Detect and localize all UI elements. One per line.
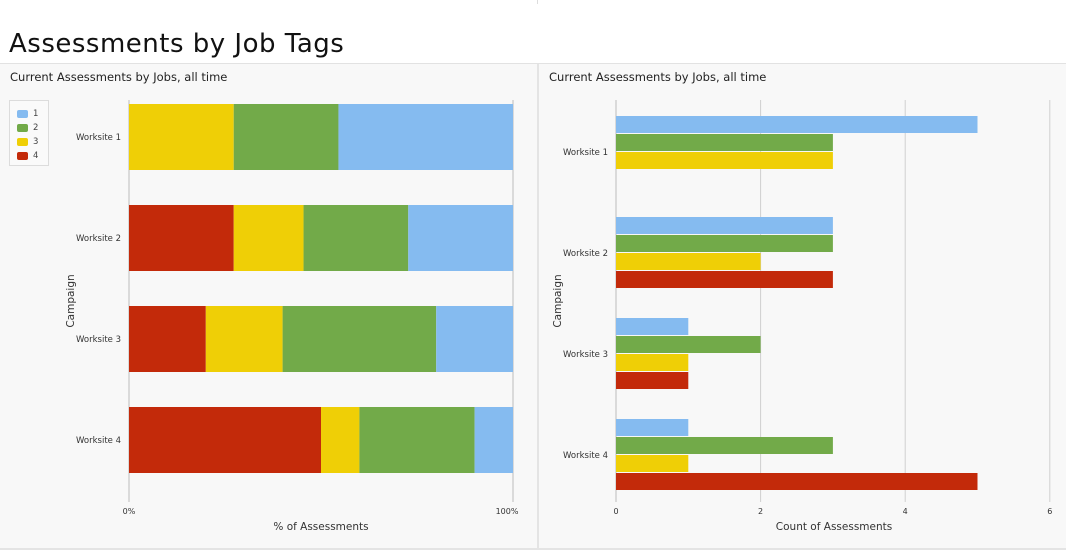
category-label: Worksite 3 xyxy=(76,335,121,345)
bar-segment-2 xyxy=(303,205,409,271)
bar-1 xyxy=(616,419,689,436)
category-label: Worksite 4 xyxy=(76,436,121,446)
y-axis-label: Campaign xyxy=(65,274,77,327)
category-label: Worksite 2 xyxy=(563,249,608,259)
legend-label: 2 xyxy=(33,123,39,133)
x-axis-label: % of Assessments xyxy=(273,521,368,533)
bar-3 xyxy=(616,253,761,270)
header-divider xyxy=(0,63,1066,64)
bar-3 xyxy=(616,152,833,169)
grouped-count-bar-chart: Worksite 1 Worksite 2 Worksite 3 Worksite 4… xyxy=(552,100,1052,533)
chart-title: Current Assessments by Jobs, all time xyxy=(549,70,767,84)
bar-segment-3 xyxy=(205,306,283,372)
x-axis-label: Count of Assessments xyxy=(776,521,892,533)
legend-swatch xyxy=(17,138,28,146)
bar-1 xyxy=(616,116,978,133)
bar-segment-1 xyxy=(338,104,513,170)
legend-item[interactable]: 3 xyxy=(10,135,48,149)
legend-label: 1 xyxy=(33,109,39,119)
bar-4 xyxy=(616,473,978,490)
bar-segment-4 xyxy=(129,205,234,271)
x-tick-label: 0 xyxy=(613,507,618,516)
bar-segment-2 xyxy=(233,104,339,170)
stacked-percent-bar-chart: Worksite 1 Worksite 2 Worksite 3 Worksite 4… xyxy=(65,100,519,533)
legend: 1 2 3 4 xyxy=(9,100,49,166)
bar-segment-2 xyxy=(282,306,437,372)
bar-2 xyxy=(616,437,833,454)
bar-segment-1 xyxy=(436,306,513,372)
legend-swatch xyxy=(17,152,28,160)
bar-2 xyxy=(616,235,833,252)
grouped-count-chart-panel: Current Assessments by Jobs, all time Wo… xyxy=(539,64,1066,548)
y-axis-label: Campaign xyxy=(552,274,564,327)
bar-2 xyxy=(616,134,833,151)
bar-1 xyxy=(616,217,833,234)
panel-separator xyxy=(537,64,539,548)
legend-item[interactable]: 4 xyxy=(10,149,48,163)
category-label: Worksite 1 xyxy=(563,148,608,158)
bar-3 xyxy=(616,455,689,472)
bar-2 xyxy=(616,336,761,353)
bar-segment-1 xyxy=(474,407,513,473)
bar-segment-4 xyxy=(129,407,321,473)
category-label: Worksite 3 xyxy=(563,350,608,360)
bar-segment-2 xyxy=(359,407,475,473)
bar-3 xyxy=(616,354,689,371)
legend-item[interactable]: 1 xyxy=(10,107,48,121)
stacked-percent-chart-panel: Current Assessments by Jobs, all time Wo… xyxy=(0,64,537,548)
x-tick-label: 100% xyxy=(496,507,519,516)
x-tick-label: 6 xyxy=(1047,507,1052,516)
bar-segment-3 xyxy=(321,407,360,473)
legend-label: 4 xyxy=(33,151,39,161)
category-label: Worksite 2 xyxy=(76,234,121,244)
footer-divider xyxy=(0,548,1066,550)
legend-swatch xyxy=(17,110,28,118)
bar-segment-3 xyxy=(129,104,234,170)
legend-label: 3 xyxy=(33,137,39,147)
legend-swatch xyxy=(17,124,28,132)
bar-1 xyxy=(616,318,689,335)
bar-segment-3 xyxy=(233,205,304,271)
top-divider-tick xyxy=(537,0,538,4)
bar-4 xyxy=(616,372,689,389)
x-tick-label: 4 xyxy=(903,507,908,516)
category-label: Worksite 4 xyxy=(563,451,608,461)
x-tick-label: 0% xyxy=(123,507,136,516)
bar-segment-4 xyxy=(129,306,206,372)
x-tick-label: 2 xyxy=(758,507,763,516)
page-title: Assessments by Job Tags xyxy=(9,29,345,59)
chart-title: Current Assessments by Jobs, all time xyxy=(10,70,228,84)
bar-segment-1 xyxy=(408,205,513,271)
bar-4 xyxy=(616,271,833,288)
category-label: Worksite 1 xyxy=(76,133,121,143)
legend-item[interactable]: 2 xyxy=(10,121,48,135)
